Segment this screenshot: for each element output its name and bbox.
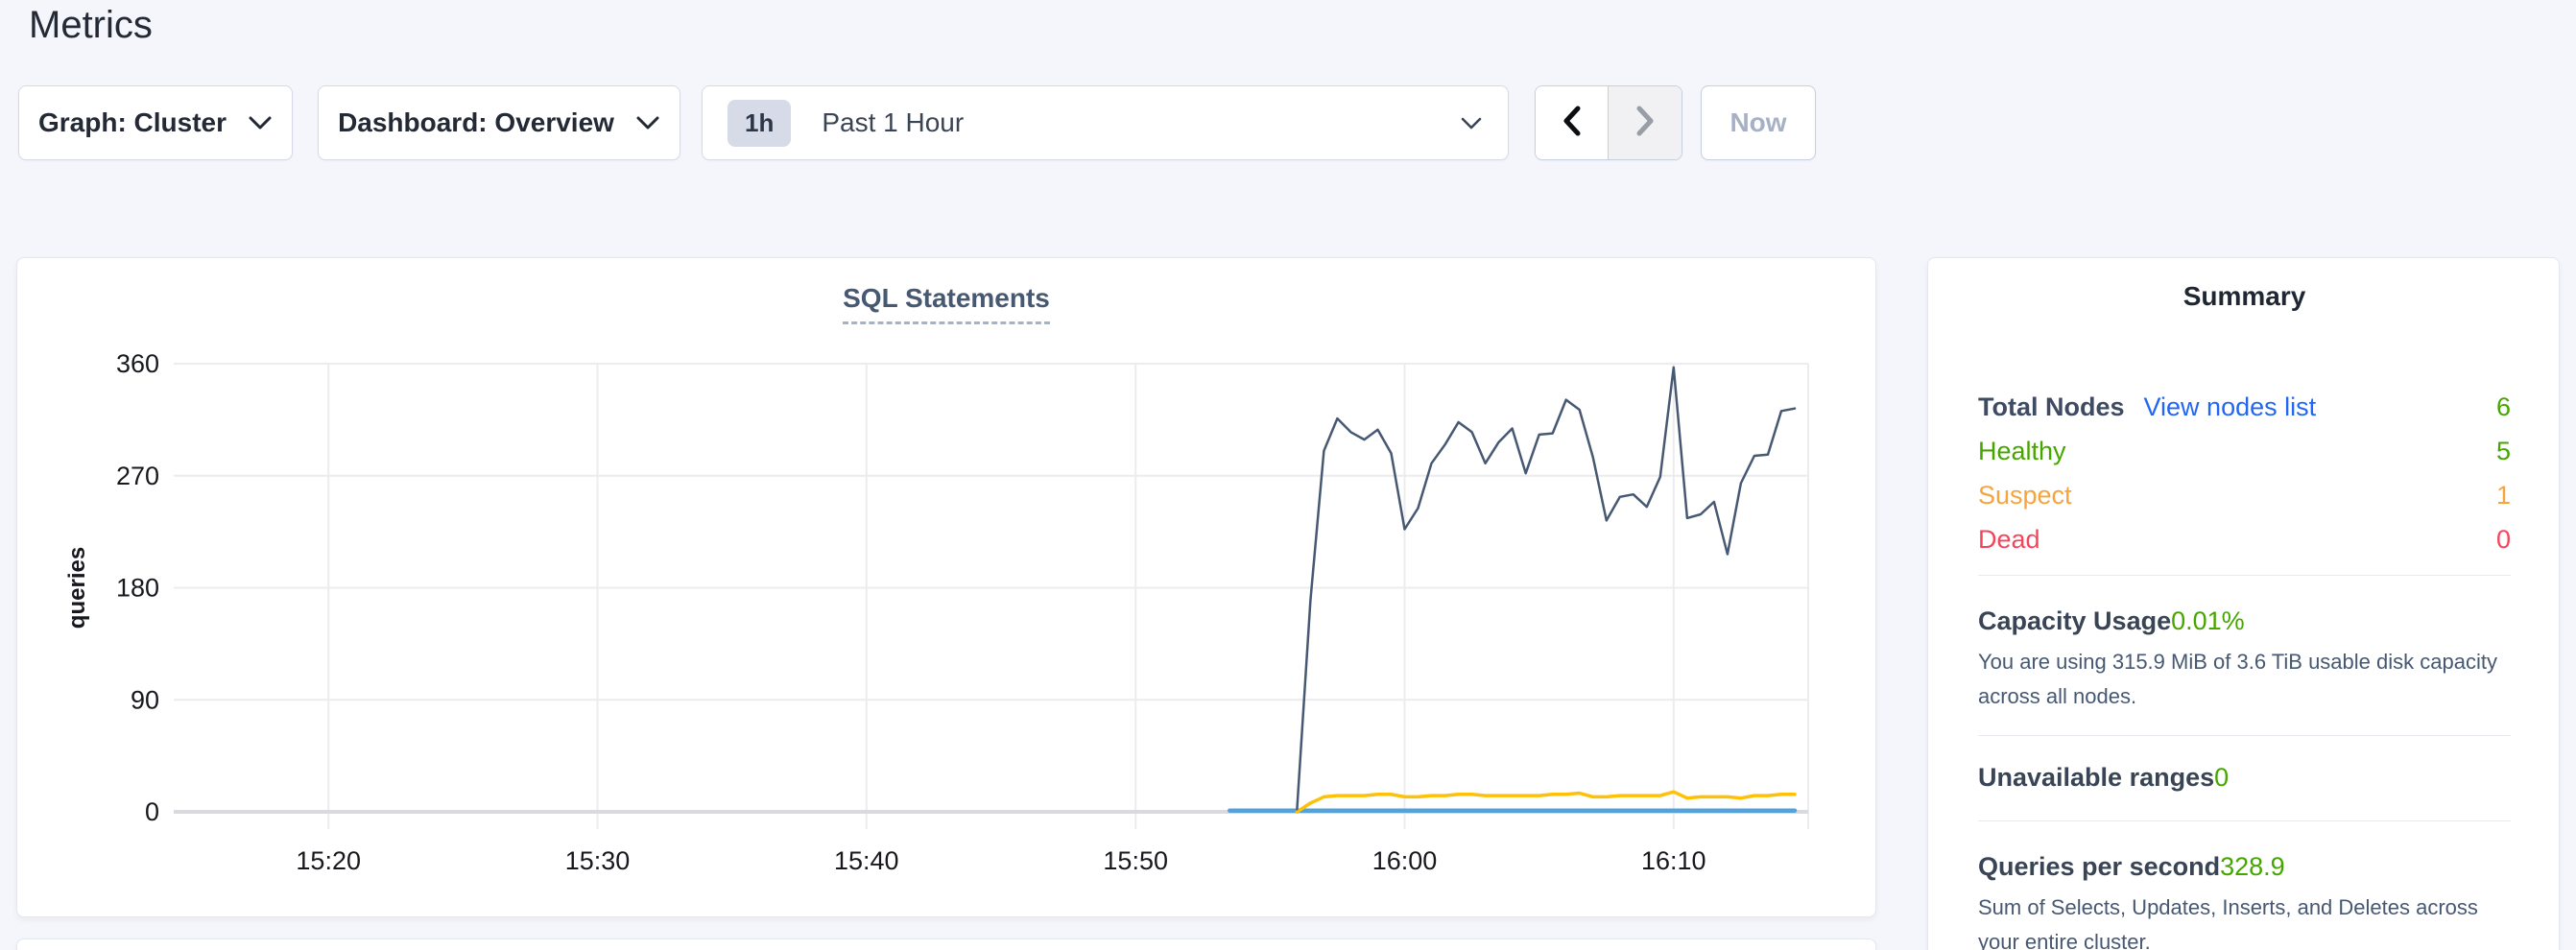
capacity-usage-section: Capacity Usage 0.01% You are using 315.9…	[1978, 599, 2511, 714]
time-range-selector[interactable]: 1h Past 1 Hour	[702, 85, 1509, 160]
x-tick-label: 15:50	[1103, 846, 1168, 875]
divider	[1978, 575, 2511, 576]
y-tick-label: 0	[145, 797, 159, 826]
dashboard-dropdown-label: Dashboard: Overview	[338, 107, 614, 137]
summary-sidebar: Summary Total Nodes View nodes list 6 He…	[1927, 257, 2560, 950]
total-nodes-value: 6	[2495, 392, 2511, 421]
unavailable-ranges-label: Unavailable ranges	[1978, 762, 2215, 792]
unavailable-ranges-section: Unavailable ranges 0	[1978, 755, 2511, 799]
graph-dropdown-label: Graph: Cluster	[37, 107, 227, 137]
series-navy-line	[1296, 366, 1797, 811]
capacity-usage-value: 0.01%	[2171, 606, 2245, 635]
time-pager	[1535, 85, 1682, 160]
capacity-usage-description: You are using 315.9 MiB of 3.6 TiB usabl…	[1978, 650, 2497, 708]
chevron-right-icon	[1635, 106, 1655, 141]
y-axis-label: queries	[64, 547, 90, 629]
x-tick-label: 16:10	[1641, 846, 1706, 875]
total-nodes-row: Total Nodes View nodes list 6	[1978, 385, 2511, 429]
x-tick-label: 15:40	[834, 846, 899, 875]
healthy-label: Healthy	[1978, 436, 2066, 465]
queries-per-second-section: Queries per second 328.9 Sum of Selects,…	[1978, 844, 2511, 950]
dead-nodes-row: Dead 0	[1978, 517, 2511, 561]
suspect-label: Suspect	[1978, 480, 2072, 510]
page-title: Metrics	[29, 4, 153, 46]
y-tick-label: 270	[116, 462, 159, 490]
dashboard-dropdown[interactable]: Dashboard: Overview	[318, 85, 680, 160]
healthy-nodes-row: Healthy 5	[1978, 429, 2511, 473]
chevron-down-icon	[1460, 116, 1483, 131]
suspect-nodes-row: Suspect 1	[1978, 473, 2511, 517]
previous-timespan-button[interactable]	[1536, 86, 1609, 159]
next-chart-panel	[16, 938, 1876, 950]
healthy-value: 5	[2495, 436, 2511, 465]
divider	[1978, 820, 2511, 821]
chevron-down-icon	[635, 115, 660, 131]
capacity-usage-label: Capacity Usage	[1978, 606, 2172, 635]
chart-title[interactable]: SQL Statements	[843, 283, 1050, 324]
sql-statements-chart[interactable]: 15:20 15:30 15:40 15:50 16:00 16:10 0 90 180 270 3…	[17, 258, 1877, 918]
graph-dropdown[interactable]: Graph: Cluster	[18, 85, 293, 160]
dead-label: Dead	[1978, 524, 2040, 554]
now-button-label: Now	[1729, 107, 1787, 137]
suspect-value: 1	[2495, 480, 2511, 510]
series-yellow-line	[1295, 790, 1797, 814]
y-tick-label: 90	[131, 685, 159, 714]
chevron-left-icon	[1562, 106, 1582, 141]
divider	[1978, 735, 2511, 736]
total-nodes-label: Total Nodes	[1978, 392, 2125, 421]
queries-per-second-description: Sum of Selects, Updates, Inserts, and De…	[1978, 895, 2478, 950]
now-button[interactable]: Now	[1701, 85, 1816, 160]
x-tick-label: 16:00	[1372, 846, 1438, 875]
chevron-down-icon	[248, 115, 273, 131]
queries-per-second-label: Queries per second	[1978, 851, 2221, 881]
dead-value: 0	[2495, 524, 2511, 554]
next-timespan-button[interactable]	[1609, 86, 1682, 159]
x-tick-label: 15:30	[565, 846, 631, 875]
view-nodes-list-link[interactable]: View nodes list	[2143, 392, 2317, 421]
y-tick-label: 360	[116, 349, 159, 378]
y-tick-label: 180	[116, 574, 159, 603]
time-range-badge: 1h	[727, 99, 792, 147]
time-range-label: Past 1 Hour	[822, 107, 965, 137]
summary-title: Summary	[2182, 281, 2306, 311]
unavailable-ranges-value: 0	[2214, 762, 2230, 792]
sql-statements-chart-panel: SQL Statements 15:20 15:30 15:40 15:50 16:00…	[16, 257, 1876, 917]
x-tick-label: 15:20	[296, 846, 361, 875]
queries-per-second-value: 328.9	[2220, 851, 2285, 881]
